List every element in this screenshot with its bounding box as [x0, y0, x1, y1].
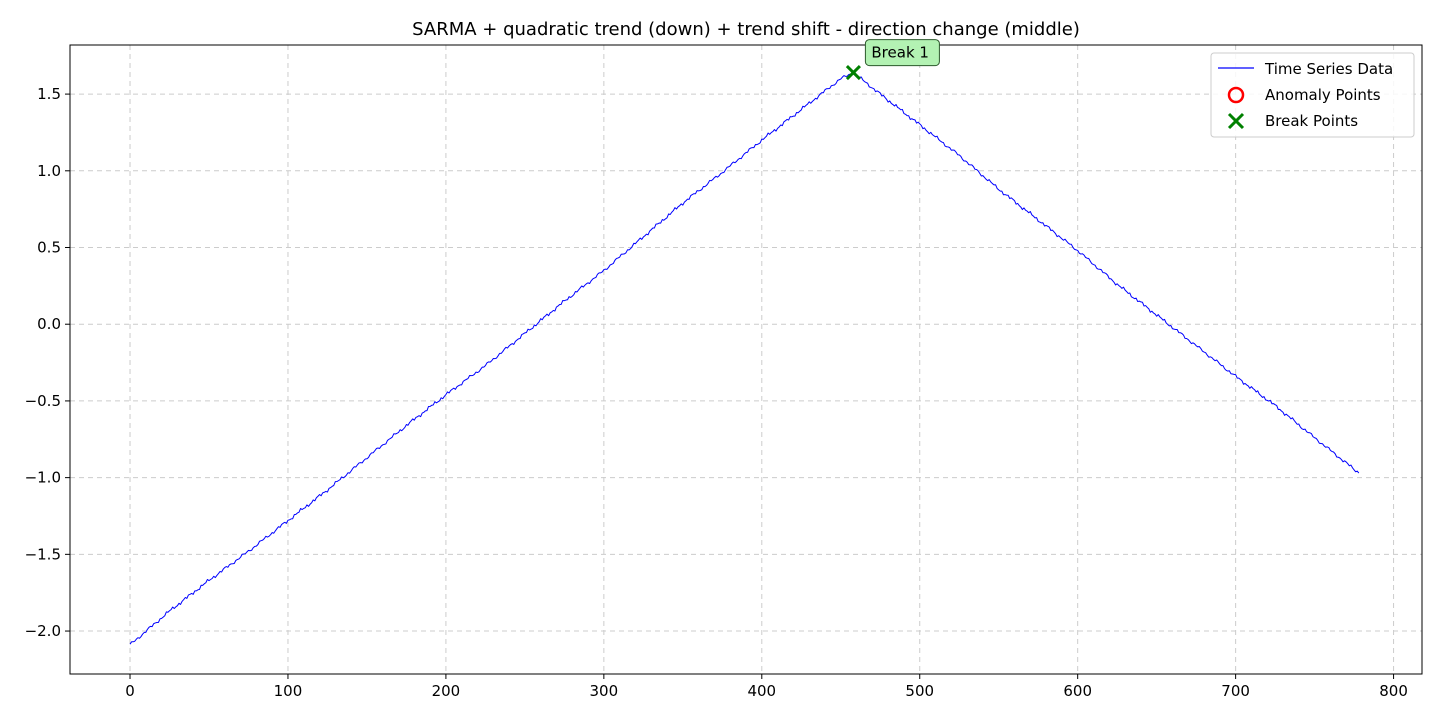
series-layer: [129, 72, 1360, 645]
break-marker-stroke: [845, 65, 861, 81]
x-tick-label: 300: [590, 682, 619, 700]
legend: Time Series Data Anomaly Points Break Po…: [1210, 52, 1415, 138]
plot-frame: [69, 44, 1423, 675]
break-point-marker: [845, 65, 861, 81]
break-annotation-label: Break 1: [871, 44, 929, 62]
y-tick-label: 0.0: [37, 315, 61, 333]
legend-box: [1210, 52, 1415, 138]
series-line: [129, 72, 1360, 645]
x-tick-label: 700: [1221, 682, 1250, 700]
marker-layer: [845, 65, 861, 81]
x-tick-label: 800: [1379, 682, 1408, 700]
y-tick-label: −0.5: [25, 392, 61, 410]
y-tick-label: 1.5: [37, 85, 61, 103]
legend-label-break: Break Points: [1265, 112, 1358, 130]
legend-break-swatch: [1227, 112, 1245, 130]
y-tick-label: −1.0: [25, 469, 61, 487]
y-axis: −2.0 −1.5 −1.0 −0.5 0.0 0.5 1.0 1.5: [25, 85, 70, 640]
y-tick-label: 0.5: [37, 239, 61, 257]
y-tick-label: −1.5: [25, 545, 61, 563]
legend-label-anomaly: Anomaly Points: [1265, 86, 1381, 104]
x-tick-label: 500: [905, 682, 934, 700]
break-annotation-box: [864, 39, 940, 67]
legend-anomaly-swatch: [1227, 86, 1245, 104]
grid-lines: [70, 45, 1422, 674]
legend-break-stroke: [1227, 112, 1245, 130]
x-tick-label: 200: [432, 682, 461, 700]
x-axis: 0 100 200 300 400 500 600 700 800: [125, 674, 1408, 700]
y-tick-label: 1.0: [37, 162, 61, 180]
x-tick-label: 100: [274, 682, 303, 700]
x-tick-label: 0: [125, 682, 135, 700]
x-tick-label: 400: [747, 682, 776, 700]
annotations: Break 1: [864, 39, 940, 67]
chart-title: SARMA + quadratic trend (down) + trend s…: [412, 19, 1080, 40]
y-tick-label: −2.0: [25, 622, 61, 640]
x-tick-label: 600: [1063, 682, 1092, 700]
legend-label-series: Time Series Data: [1264, 60, 1393, 78]
